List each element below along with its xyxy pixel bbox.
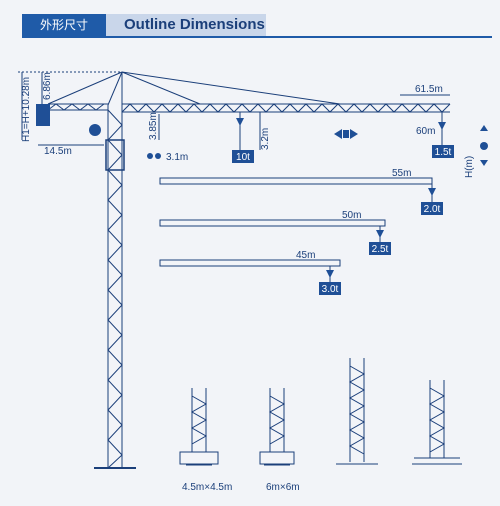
jib-height-label: H(m) [464, 156, 475, 178]
title-english: Outline Dimensions [106, 14, 266, 36]
tower-mast [107, 105, 123, 469]
counterweight [36, 104, 50, 126]
height-adjust-icon [480, 125, 488, 166]
section-header: 外形尺寸 Outline Dimensions [8, 8, 492, 38]
foundation-3 [336, 358, 378, 465]
trolley-width-label: 3.1m [166, 152, 188, 163]
counter-jib-label: 14.5m [44, 146, 72, 157]
jib-45m: 3.0t [159, 259, 341, 295]
header-underline [22, 36, 492, 38]
hoist-winch [89, 124, 101, 136]
hook-60m: 1.5t [432, 112, 454, 158]
trolley-symbol [147, 153, 161, 159]
foundation-4 [412, 380, 462, 465]
load-50m-label: 2.5t [372, 244, 389, 255]
height-dimension [18, 71, 120, 140]
jib-615-label: 61.5m [415, 84, 443, 95]
jib-45-label: 45m [296, 250, 315, 261]
title-chinese: 外形尺寸 [22, 14, 106, 36]
tower-top [107, 71, 123, 106]
max-load-label: 10t [236, 152, 250, 163]
foundation-1 [179, 388, 219, 466]
jib-60-label: 60m [416, 126, 435, 137]
hook-offset-label: 3.2m [260, 128, 271, 150]
foundation-2 [259, 388, 295, 466]
operator-cab [105, 139, 125, 171]
foundation-2-label: 6m×6m [266, 482, 300, 493]
main-jib [121, 71, 451, 113]
foundation-1-label: 4.5m×4.5m [182, 482, 232, 493]
jib-50m: 2.5t [159, 219, 391, 255]
load-55m-label: 2.0t [424, 204, 441, 215]
height-formula-label: H1=H+10.28m [21, 77, 32, 142]
counter-jib [47, 71, 123, 111]
jib-50-label: 50m [342, 210, 361, 221]
cab-height-label: 3.85m [148, 112, 159, 140]
jib-55-label: 55m [392, 168, 411, 179]
top-height-label: 6.86m [42, 72, 53, 100]
load-45m-label: 3.0t [322, 284, 339, 295]
jib-55m: 2.0t [159, 177, 443, 215]
hook-10t: 10t [232, 112, 254, 163]
load-60m-label: 1.5t [435, 147, 452, 158]
slew-arrow-icon [334, 129, 358, 139]
